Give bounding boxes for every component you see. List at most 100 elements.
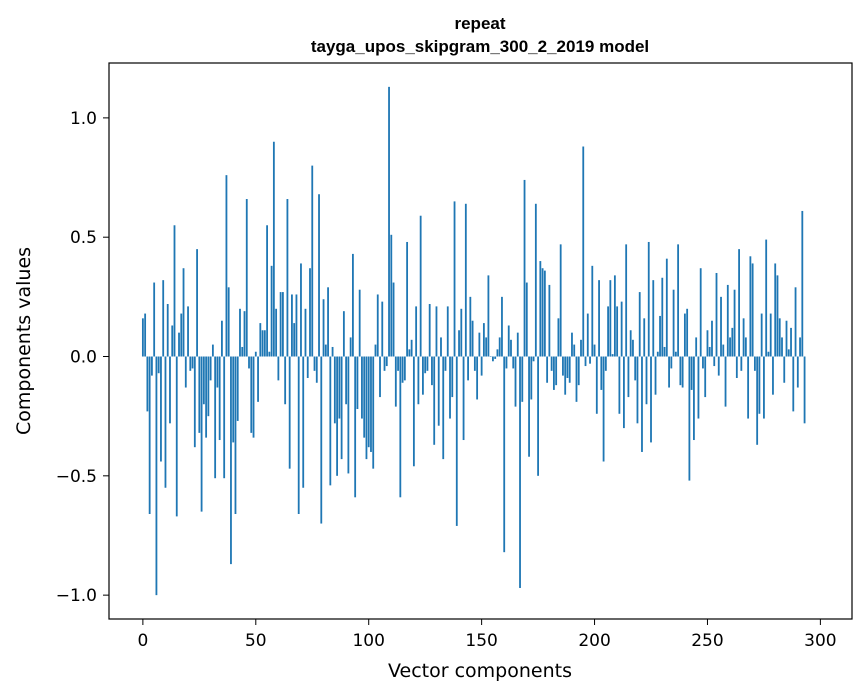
bar bbox=[356, 356, 359, 410]
bar bbox=[460, 308, 463, 357]
bar bbox=[304, 308, 307, 357]
bar bbox=[300, 263, 302, 357]
bar bbox=[744, 337, 747, 357]
bar bbox=[564, 356, 567, 395]
bar bbox=[476, 356, 479, 400]
bar bbox=[557, 318, 560, 357]
bar bbox=[410, 339, 413, 357]
bar bbox=[315, 356, 318, 383]
bar bbox=[207, 356, 210, 417]
bar bbox=[345, 356, 348, 405]
bar bbox=[361, 356, 363, 419]
bar bbox=[803, 356, 806, 424]
x-tick-label: 100 bbox=[352, 631, 384, 651]
bar bbox=[589, 356, 591, 364]
bar bbox=[467, 356, 469, 381]
bar bbox=[507, 325, 510, 357]
bar bbox=[756, 356, 759, 445]
bar bbox=[482, 323, 485, 357]
bar bbox=[399, 356, 402, 498]
bar bbox=[245, 199, 248, 357]
bar bbox=[342, 311, 345, 357]
bar bbox=[160, 356, 162, 462]
y-tick-label: −1.0 bbox=[56, 586, 97, 606]
bar bbox=[543, 270, 546, 357]
bar bbox=[458, 330, 460, 357]
bar bbox=[787, 349, 790, 357]
bar bbox=[652, 280, 655, 357]
bar bbox=[537, 356, 539, 476]
bar bbox=[751, 263, 754, 357]
bar bbox=[155, 356, 158, 596]
bar bbox=[166, 304, 169, 357]
bar bbox=[284, 356, 287, 405]
bar bbox=[365, 356, 368, 460]
bar bbox=[571, 332, 573, 357]
bar bbox=[634, 356, 637, 381]
bar bbox=[638, 292, 641, 357]
bar bbox=[464, 203, 467, 357]
bar bbox=[270, 265, 273, 357]
bar bbox=[286, 199, 289, 357]
y-tick-label: 1.0 bbox=[70, 109, 97, 129]
bar bbox=[473, 356, 476, 371]
bar bbox=[512, 356, 515, 369]
bar bbox=[530, 356, 533, 400]
bar bbox=[196, 249, 198, 357]
bar bbox=[157, 356, 160, 374]
bar bbox=[688, 356, 691, 481]
bar bbox=[713, 356, 716, 367]
bar bbox=[501, 296, 503, 357]
bar bbox=[595, 356, 598, 414]
bar bbox=[331, 346, 334, 357]
bar bbox=[715, 272, 718, 357]
bar bbox=[690, 356, 693, 390]
bar bbox=[625, 244, 628, 357]
bar bbox=[665, 258, 668, 357]
bar bbox=[372, 356, 375, 469]
bar bbox=[749, 256, 752, 357]
bar bbox=[446, 306, 449, 357]
bar bbox=[774, 263, 777, 357]
bar bbox=[232, 356, 235, 443]
bar bbox=[548, 284, 551, 357]
bar bbox=[580, 339, 582, 357]
bar bbox=[324, 344, 327, 357]
bar bbox=[453, 201, 456, 357]
bar bbox=[449, 356, 451, 419]
bar bbox=[717, 356, 720, 376]
y-axis-label: Components values bbox=[13, 247, 35, 435]
bar bbox=[686, 308, 689, 357]
bar bbox=[645, 356, 648, 405]
bar bbox=[521, 356, 524, 402]
chart-subtitle: tayga_upos_skipgram_300_2_2019 model bbox=[311, 37, 649, 56]
bar bbox=[539, 261, 542, 357]
bar bbox=[586, 313, 589, 357]
bar bbox=[151, 356, 153, 376]
bar bbox=[370, 356, 372, 452]
bar bbox=[602, 356, 605, 462]
bar bbox=[144, 313, 147, 357]
bar bbox=[394, 356, 397, 407]
bar bbox=[146, 356, 149, 412]
bar bbox=[600, 356, 603, 390]
bar bbox=[198, 356, 201, 433]
bar bbox=[406, 241, 409, 357]
y-tick-label: 0.0 bbox=[70, 348, 97, 368]
bar bbox=[760, 313, 763, 357]
bar bbox=[528, 356, 530, 457]
bar bbox=[173, 225, 176, 357]
bar bbox=[259, 323, 262, 357]
bar bbox=[358, 289, 361, 357]
bar bbox=[374, 344, 377, 357]
bar bbox=[799, 337, 801, 357]
bar bbox=[419, 215, 422, 357]
bar bbox=[503, 356, 506, 553]
bar bbox=[668, 356, 670, 388]
bar bbox=[711, 320, 713, 357]
bar bbox=[263, 330, 266, 357]
bar bbox=[327, 287, 329, 357]
bar bbox=[767, 351, 770, 357]
bar bbox=[266, 225, 268, 357]
